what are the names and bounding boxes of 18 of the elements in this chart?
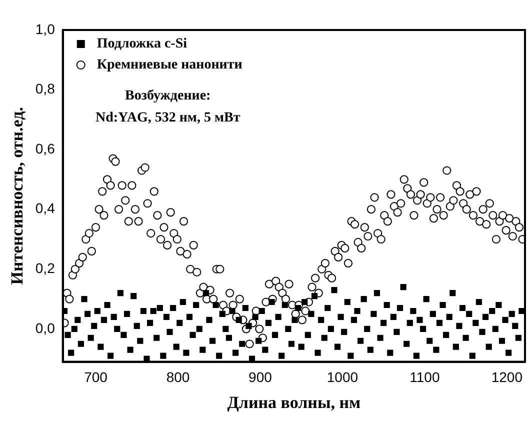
legend-label: Кремниевые нанонити bbox=[96, 58, 242, 73]
x-tick-label: 1000 bbox=[326, 369, 358, 386]
y-tick-label: 0,6 bbox=[35, 140, 56, 156]
x-axis-title: Длина волны, нм bbox=[227, 393, 362, 412]
y-tick-label: 1,0 bbox=[35, 20, 56, 37]
y-tick-label: 0,4 bbox=[35, 200, 56, 216]
legend-label: Подложка c-Si bbox=[96, 36, 188, 52]
x-tick-label: 700 bbox=[84, 369, 108, 386]
annotation: Возбуждение: bbox=[125, 88, 211, 104]
x-tick-label: 1100 bbox=[410, 369, 440, 386]
annotation: Nd:YAG, 532 нм, 5 мВт bbox=[95, 110, 240, 126]
y-tick-label: 0,8 bbox=[35, 80, 56, 97]
y-tick-label: 0,2 bbox=[35, 260, 56, 276]
x-tick-label: 800 bbox=[166, 369, 190, 386]
x-tick-label: 1200 bbox=[491, 369, 523, 386]
y-tick-label: 0,0 bbox=[35, 320, 56, 336]
x-tick-label: 900 bbox=[248, 369, 272, 386]
y-axis-title: Интенсивность, отн.ед. bbox=[8, 107, 27, 285]
